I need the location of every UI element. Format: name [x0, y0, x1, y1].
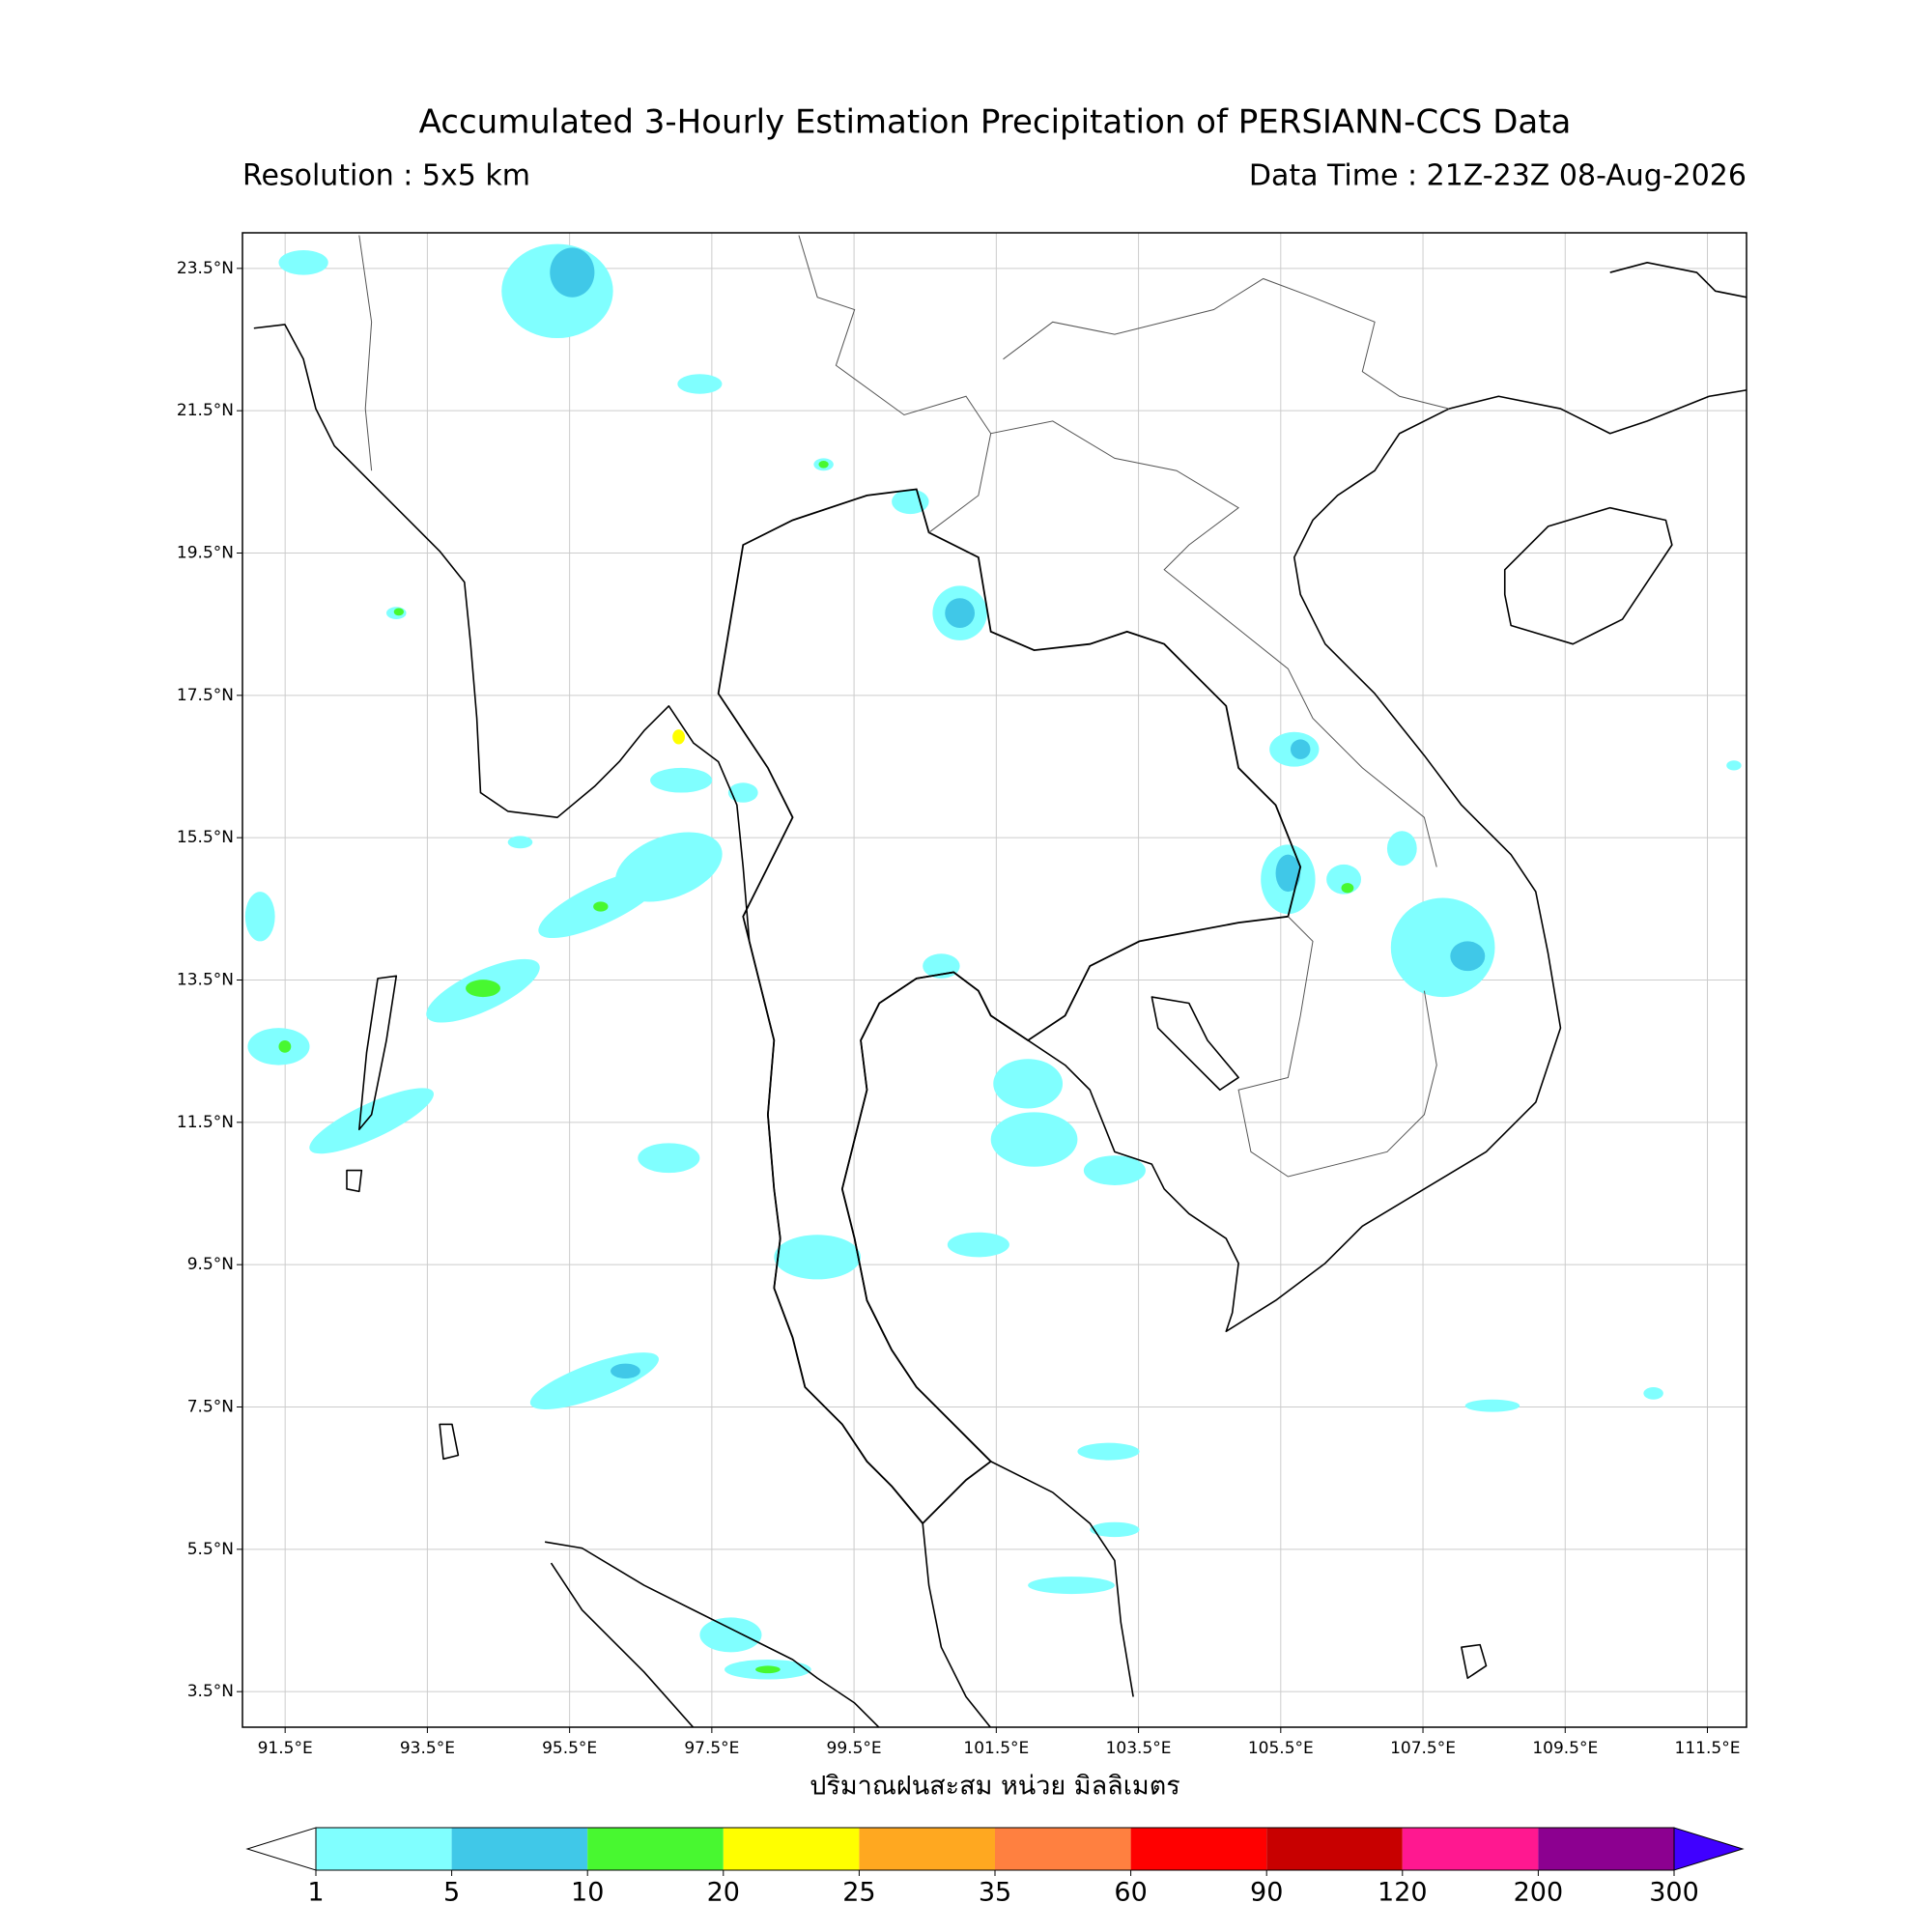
y-tick-label: 23.5°N [177, 259, 234, 278]
thailand-border [719, 489, 1301, 1523]
colorbar-segment [1538, 1828, 1674, 1870]
island [359, 976, 396, 1129]
colorbar-segment [451, 1828, 588, 1870]
x-tick-label: 101.5°E [963, 1739, 1029, 1758]
colorbar-tick-label: 60 [1114, 1878, 1147, 1908]
y-tick-label: 5.5°N [187, 1540, 234, 1559]
country-border [359, 236, 372, 471]
colorbar-segment [723, 1828, 860, 1870]
country-border [929, 434, 991, 533]
colorbar-tick-label: 20 [707, 1878, 740, 1908]
colorbar-segment [1266, 1828, 1403, 1870]
x-tick-label: 95.5°E [542, 1739, 597, 1758]
colorbar-under [245, 1827, 317, 1871]
x-tick-label: 111.5°E [1675, 1739, 1741, 1758]
island [347, 1171, 361, 1192]
island [1462, 1645, 1487, 1679]
colorbar-tick-label: 25 [842, 1878, 875, 1908]
country-border [1004, 278, 1450, 409]
x-tick-label: 99.5°E [827, 1739, 882, 1758]
colorbar-label: ปริมาณฝนสะสม หน่วย มิลลิเมตร [810, 1772, 1180, 1802]
colorbar-tick-label: 120 [1378, 1878, 1428, 1908]
y-tick-label: 15.5°N [177, 828, 234, 847]
x-tick-label: 97.5°E [684, 1739, 739, 1758]
y-tick-label: 7.5°N [187, 1398, 234, 1417]
colorbar-segment [587, 1828, 724, 1870]
x-tick-label: 105.5°E [1248, 1739, 1314, 1758]
map [244, 236, 1747, 1728]
y-tick-label: 11.5°N [177, 1113, 234, 1132]
country-border [1238, 917, 1436, 1177]
y-tick-label: 21.5°N [177, 401, 234, 420]
colorbar-tick-label: 5 [443, 1878, 460, 1908]
coastline [545, 1542, 879, 1727]
x-tick-label: 93.5°E [400, 1739, 455, 1758]
y-tick-label: 3.5°N [187, 1682, 234, 1701]
y-tick-label: 17.5°N [177, 686, 234, 705]
colorbar-over [1673, 1827, 1745, 1871]
coastline [842, 390, 1747, 1697]
resolution: Resolution : 5x5 km [242, 159, 530, 193]
colorbar-tick-label: 35 [979, 1878, 1011, 1908]
colorbar-tick-label: 90 [1250, 1878, 1283, 1908]
y-tick-label: 13.5°N [177, 971, 234, 990]
x-tick-label: 109.5°E [1532, 1739, 1598, 1758]
country-border [799, 236, 1436, 867]
coastline [254, 325, 991, 1728]
island [1505, 508, 1672, 644]
map-shapes [244, 236, 1747, 1728]
colorbar-segment [1402, 1828, 1539, 1870]
colorbar-segment [995, 1828, 1131, 1870]
x-tick-label: 91.5°E [258, 1739, 313, 1758]
y-tick-label: 9.5°N [187, 1255, 234, 1274]
colorbar-tick-label: 200 [1514, 1878, 1564, 1908]
island [1151, 997, 1238, 1090]
data-time: Data Time : 21Z-23Z 08-Aug-2026 [1249, 159, 1747, 193]
rain-areas [244, 243, 1742, 1680]
colorbar-segment [859, 1828, 995, 1870]
colorbar: 1 5 10 20 25 35 60 90 120 200 300 [245, 1827, 1745, 1908]
coastline [1610, 263, 1747, 298]
colorbar-tick-label: 10 [571, 1878, 604, 1908]
x-tick-label: 107.5°E [1390, 1739, 1456, 1758]
colorbar-tick-label: 1 [307, 1878, 324, 1908]
x-tick-label: 103.5°E [1106, 1739, 1172, 1758]
coastline [552, 1563, 694, 1728]
colorbar-segment [1130, 1828, 1267, 1870]
colorbar-segment [316, 1828, 452, 1870]
colorbar-tick-label: 300 [1649, 1878, 1699, 1908]
island [440, 1424, 458, 1459]
title: Accumulated 3-Hourly Estimation Precipit… [419, 103, 1572, 142]
y-tick-label: 19.5°N [177, 544, 234, 563]
